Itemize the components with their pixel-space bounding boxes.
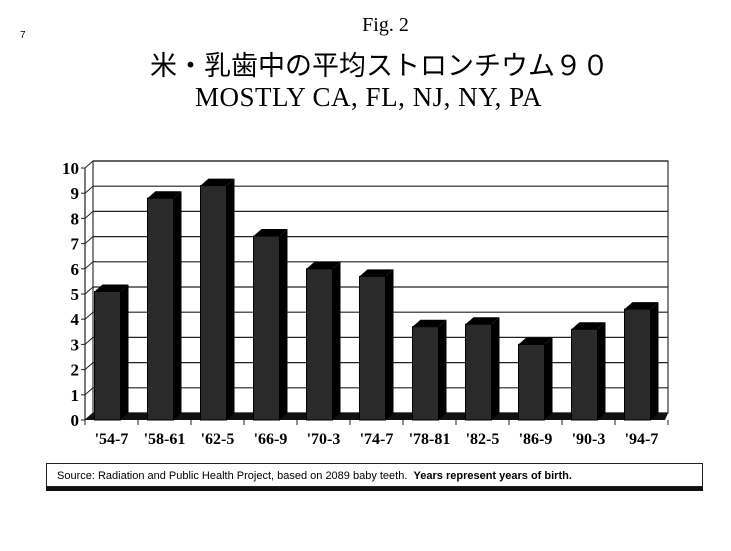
y-tick-label: 10 [62, 159, 79, 178]
bar-top [571, 322, 606, 330]
bar-side [650, 302, 659, 420]
gridline-side [84, 261, 94, 270]
bar-front [465, 323, 492, 421]
x-tick-label: '66-9 [254, 431, 288, 448]
bar-front [253, 235, 280, 421]
bar-top [359, 269, 394, 277]
bar-top [147, 191, 182, 199]
x-tick-label: '90-3 [572, 431, 606, 448]
bar-front [571, 328, 598, 421]
bar-front [518, 343, 545, 421]
x-tick-label: '54-7 [95, 431, 129, 448]
page-number: 7 [20, 30, 26, 41]
y-tick-label: 3 [71, 335, 80, 354]
bar-side [385, 269, 394, 420]
gridline-side [84, 185, 94, 194]
bar-top [465, 317, 500, 325]
chart-subtitle: MOSTLY CA, FL, NJ, NY, PA [195, 82, 543, 112]
bar-side [120, 284, 129, 420]
gridline-side [84, 286, 94, 295]
bar-front [359, 275, 386, 421]
x-tick-label: '70-3 [307, 431, 341, 448]
bar-top [94, 284, 129, 292]
y-tick-label: 7 [71, 235, 80, 254]
y-tick-label: 4 [71, 310, 80, 329]
bar-top [518, 337, 553, 345]
y-tick-label: 8 [71, 209, 80, 228]
bar-side [544, 337, 553, 420]
bar-top [624, 302, 659, 310]
bar-side [226, 178, 235, 420]
bar-side [173, 191, 182, 420]
x-tick-label: '78-81 [409, 431, 451, 448]
source-years-note: Years represent years of birth. [413, 470, 572, 482]
x-tick-label: '74-7 [360, 431, 394, 448]
gridline-side [84, 337, 94, 345]
y-tick-label: 1 [71, 386, 80, 405]
bar-top [253, 229, 288, 237]
bar-side [279, 229, 288, 420]
y-tick-label: 0 [71, 411, 80, 430]
bar-top [200, 178, 235, 186]
gridline-side [84, 211, 94, 219]
bar-front [94, 290, 121, 421]
bar-side [597, 322, 606, 420]
x-tick-label: '86-9 [519, 431, 553, 448]
figure-label: Fig. 2 [362, 14, 409, 36]
bar-side [332, 261, 341, 420]
y-tick-label: 2 [71, 361, 80, 380]
gridline-side [84, 311, 94, 320]
bar-front [200, 185, 227, 421]
y-tick-label: 5 [71, 285, 80, 304]
gridline-side [84, 236, 94, 244]
bar-front [147, 197, 174, 421]
gridline-side [84, 160, 94, 169]
y-tick-label: 9 [71, 184, 80, 203]
x-tick-label: '58-61 [144, 431, 186, 448]
chart-title: 米・乳歯中の平均ストロンチウム９０ [150, 51, 609, 82]
bar-side [438, 319, 447, 420]
x-tick-label: '94-7 [625, 431, 659, 448]
source-note: Source: Radiation and Public Health Proj… [46, 463, 703, 487]
bar-front [306, 268, 333, 421]
bar-top [306, 261, 341, 269]
source-text: Source: Radiation and Public Health Proj… [57, 470, 408, 482]
x-tick-label: '82-5 [466, 431, 500, 448]
x-tick-label: '62-5 [201, 431, 235, 448]
y-tick-label: 6 [71, 260, 80, 279]
bar-front [412, 326, 439, 421]
bar-front [624, 308, 651, 421]
gridline-side [84, 387, 94, 396]
bar-side [491, 317, 500, 420]
gridline-side [84, 362, 94, 370]
bar-top [412, 319, 447, 327]
